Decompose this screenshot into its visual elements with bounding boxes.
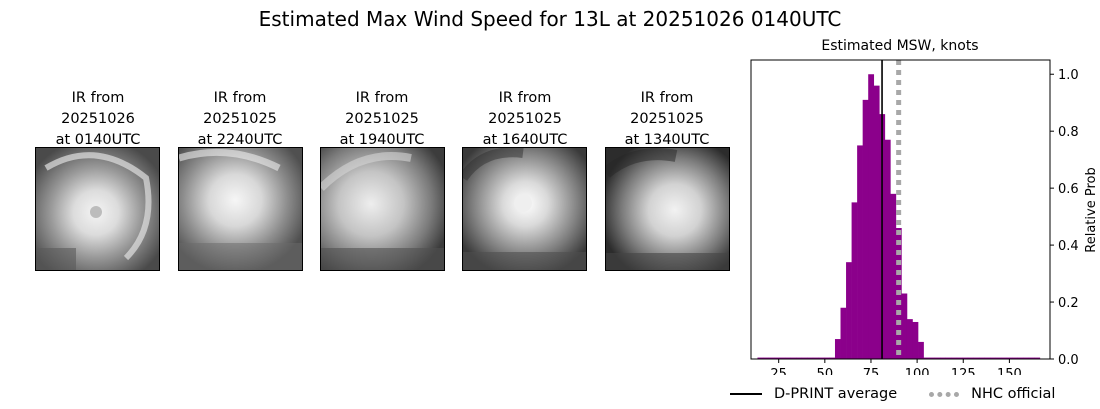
ir-caption: IR from 20251025 at 1340UTC — [624, 90, 710, 148]
figure-title: Estimated Max Wind Speed for 13L at 2025… — [258, 7, 842, 31]
histogram-bar — [868, 74, 875, 359]
histogram-bar — [1001, 357, 1007, 359]
histogram-bar — [851, 202, 858, 359]
x-tick-label: 125 — [951, 367, 976, 375]
histogram-bar — [862, 99, 869, 359]
histogram-bar — [857, 145, 863, 359]
ir-satellite-image-5 — [605, 147, 730, 271]
histogram-bar — [790, 357, 797, 359]
ir-caption: IR from 20251025 at 1640UTC — [482, 90, 568, 148]
chart-legend: D-PRINT average NHC official — [730, 386, 1087, 402]
y-tick-label: 0.0 — [1058, 353, 1079, 368]
histogram-bar — [1017, 357, 1024, 359]
x-tick-label: 100 — [905, 367, 930, 375]
histogram-bar — [995, 357, 1002, 359]
chart-title: Estimated MSW, knots — [821, 38, 978, 54]
histogram-bar — [890, 193, 897, 359]
histogram-bar — [796, 357, 803, 359]
ir-panel-1: IR from 20251026 at 0140UTC — [28, 88, 168, 151]
histogram-bar — [906, 319, 913, 359]
y-axis-label: Relative Prob — [1084, 167, 1099, 252]
histogram-bar — [945, 357, 952, 359]
x-tick-label: 25 — [770, 367, 787, 375]
histogram-bar — [1028, 357, 1035, 359]
histogram-bar — [774, 357, 780, 359]
legend-label-dprint: D-PRINT average — [774, 386, 898, 402]
histogram-bar — [1023, 357, 1030, 359]
ir-satellite-image-4 — [462, 147, 587, 271]
legend-label-nhc: NHC official — [971, 386, 1056, 402]
histogram-bar — [757, 357, 764, 359]
histogram-bar — [818, 357, 825, 359]
histogram-bar — [901, 293, 908, 359]
histogram-bar — [834, 339, 841, 359]
ir-satellite-image-2 — [178, 147, 303, 271]
x-tick-label: 75 — [863, 367, 880, 375]
histogram-bar — [956, 357, 963, 359]
histogram-bar — [801, 357, 808, 359]
histogram-bar — [884, 139, 891, 359]
histogram-bar — [785, 357, 791, 359]
histogram-bar — [762, 357, 769, 359]
y-tick-label: 0.8 — [1058, 125, 1079, 140]
ir-panel-4: IR from 20251025 at 1640UTC — [455, 88, 595, 151]
y-tick-label: 0.4 — [1058, 239, 1079, 254]
histogram-bar — [940, 357, 947, 359]
ir-satellite-image-1 — [35, 147, 160, 271]
plot-frame — [750, 59, 1051, 360]
ir-panel-3: IR from 20251025 at 1940UTC — [312, 88, 452, 151]
histogram-bar — [846, 262, 852, 359]
histogram-bar — [812, 357, 819, 359]
histogram-bar — [912, 321, 919, 359]
ir-caption: IR from 20251026 at 0140UTC — [55, 90, 141, 148]
histogram-bar — [951, 357, 958, 359]
y-tick-label: 0.6 — [1058, 182, 1079, 197]
histogram-bar — [873, 85, 880, 359]
histogram-bar — [1006, 357, 1013, 359]
histogram-bar — [823, 357, 830, 359]
ir-caption: IR from 20251025 at 1940UTC — [339, 90, 425, 148]
histogram-bar — [768, 357, 775, 359]
dotted-line-icon — [929, 391, 960, 397]
y-tick-label: 1.0 — [1058, 68, 1079, 83]
histogram-bar — [934, 357, 941, 359]
histogram-bar — [990, 357, 996, 359]
ir-panel-2: IR from 20251025 at 2240UTC — [170, 88, 310, 151]
ir-satellite-image-3 — [320, 147, 445, 271]
legend-item-nhc: NHC official — [929, 386, 1055, 402]
solid-line-icon — [730, 393, 762, 395]
histogram-bar — [840, 307, 847, 359]
histogram-bar — [923, 357, 930, 359]
histogram-bar — [779, 357, 786, 359]
legend-item-dprint: D-PRINT average — [730, 386, 897, 402]
x-tick-label: 50 — [817, 367, 834, 375]
histogram-bar — [978, 357, 985, 359]
histogram-bar — [1034, 357, 1041, 359]
ir-caption: IR from 20251025 at 2240UTC — [197, 90, 283, 148]
histogram-bar — [929, 357, 935, 359]
x-tick-label: 150 — [997, 367, 1022, 375]
msw-histogram-chart: Estimated MSW, knots 25 50 75 100 125 150 0.0 0… — [750, 38, 1099, 375]
y-tick-label: 0.2 — [1058, 296, 1079, 311]
histogram-bar — [807, 357, 814, 359]
histogram-bar — [973, 357, 980, 359]
histogram-bar — [962, 357, 969, 359]
histogram-bar — [829, 357, 836, 359]
histogram-bar — [1012, 357, 1019, 359]
histogram-bar — [967, 357, 974, 359]
histogram-bar — [918, 341, 924, 359]
ir-panel-5: IR from 20251025 at 1340UTC — [597, 88, 737, 151]
histogram-bar — [984, 357, 991, 359]
